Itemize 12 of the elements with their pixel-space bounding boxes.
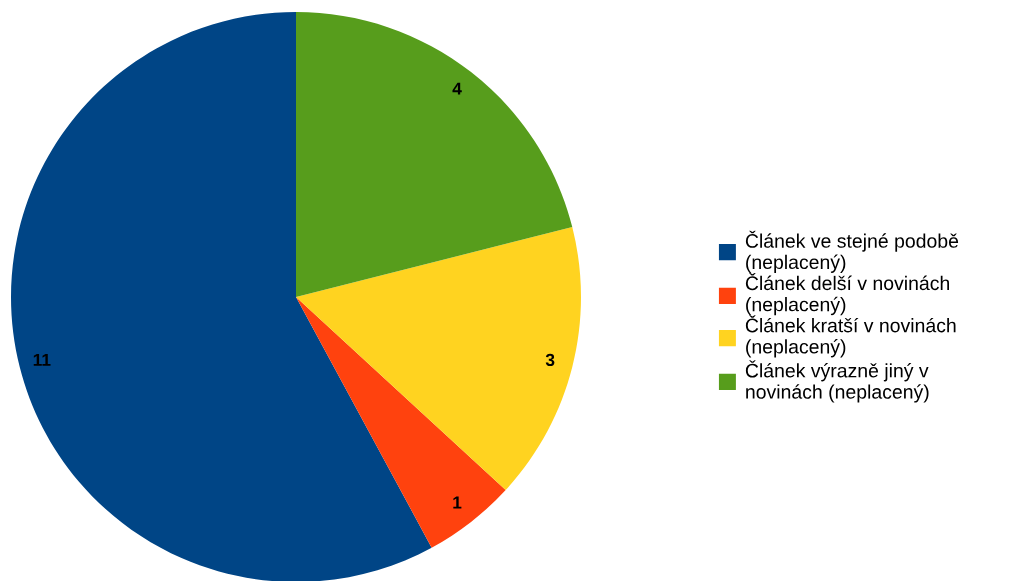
data-label: 11 <box>33 353 51 366</box>
legend-label: Článek ve stejné podobě (neplacený) <box>745 230 959 273</box>
pie-slice <box>296 227 581 491</box>
data-label: 3 <box>545 353 555 367</box>
legend-label: Článek výrazně jiný v novinách (neplacený) <box>745 360 929 403</box>
data-label: 1 <box>453 496 462 509</box>
data-label: 4 <box>452 82 462 95</box>
pie-slice <box>11 12 432 581</box>
legend-label: Článek delší v novinách (neplacený) <box>745 272 949 316</box>
pie-slice <box>296 297 506 548</box>
pie-slice <box>296 12 573 297</box>
legend-label: Článek kratší v novinách (neplacený) <box>745 315 956 358</box>
